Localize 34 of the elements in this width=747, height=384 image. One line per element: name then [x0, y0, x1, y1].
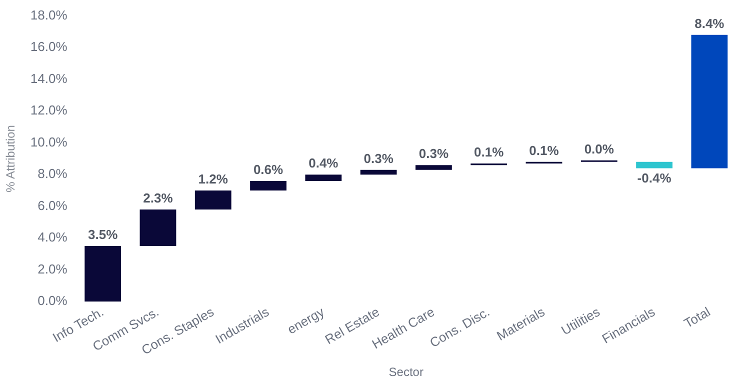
data-label: 1.2% — [198, 172, 228, 187]
y-tick-label: 8.0% — [38, 166, 68, 182]
y-tick-label: 18.0% — [30, 7, 68, 22]
x-tick-label: Total — [681, 304, 713, 331]
y-tick-label: 10.0% — [30, 134, 68, 150]
y-axis-title: % Attribution — [4, 125, 18, 192]
bar — [140, 210, 176, 246]
data-label: 0.3% — [364, 150, 394, 166]
data-label: 0.0% — [584, 141, 614, 156]
bar — [360, 170, 397, 175]
data-label: 0.1% — [529, 142, 560, 158]
data-label: 0.6% — [253, 162, 284, 178]
y-tick-label: 12.0% — [30, 102, 68, 118]
bar — [194, 190, 232, 210]
data-label: 0.1% — [474, 144, 504, 160]
bar — [250, 180, 286, 190]
y-tick-label: 4.0% — [38, 230, 68, 245]
y-tick-label: 6.0% — [38, 198, 68, 213]
data-label: 8.4% — [694, 16, 725, 31]
y-tick-label: 0.0% — [38, 293, 68, 308]
data-label: 0.4% — [308, 156, 339, 171]
data-label: 0.3% — [418, 146, 449, 162]
bar — [305, 174, 342, 181]
bar — [636, 162, 672, 168]
bar — [691, 34, 728, 168]
bar — [416, 165, 452, 170]
x-axis-title: Sector — [388, 365, 424, 380]
y-tick-label: 16.0% — [30, 39, 68, 54]
data-label: 2.3% — [143, 190, 174, 206]
y-tick-label: 2.0% — [38, 261, 68, 276]
bar — [84, 246, 122, 302]
y-tick-label: 14.0% — [30, 70, 68, 86]
data-label: 3.5% — [88, 227, 118, 242]
data-label: -0.4% — [637, 170, 672, 186]
